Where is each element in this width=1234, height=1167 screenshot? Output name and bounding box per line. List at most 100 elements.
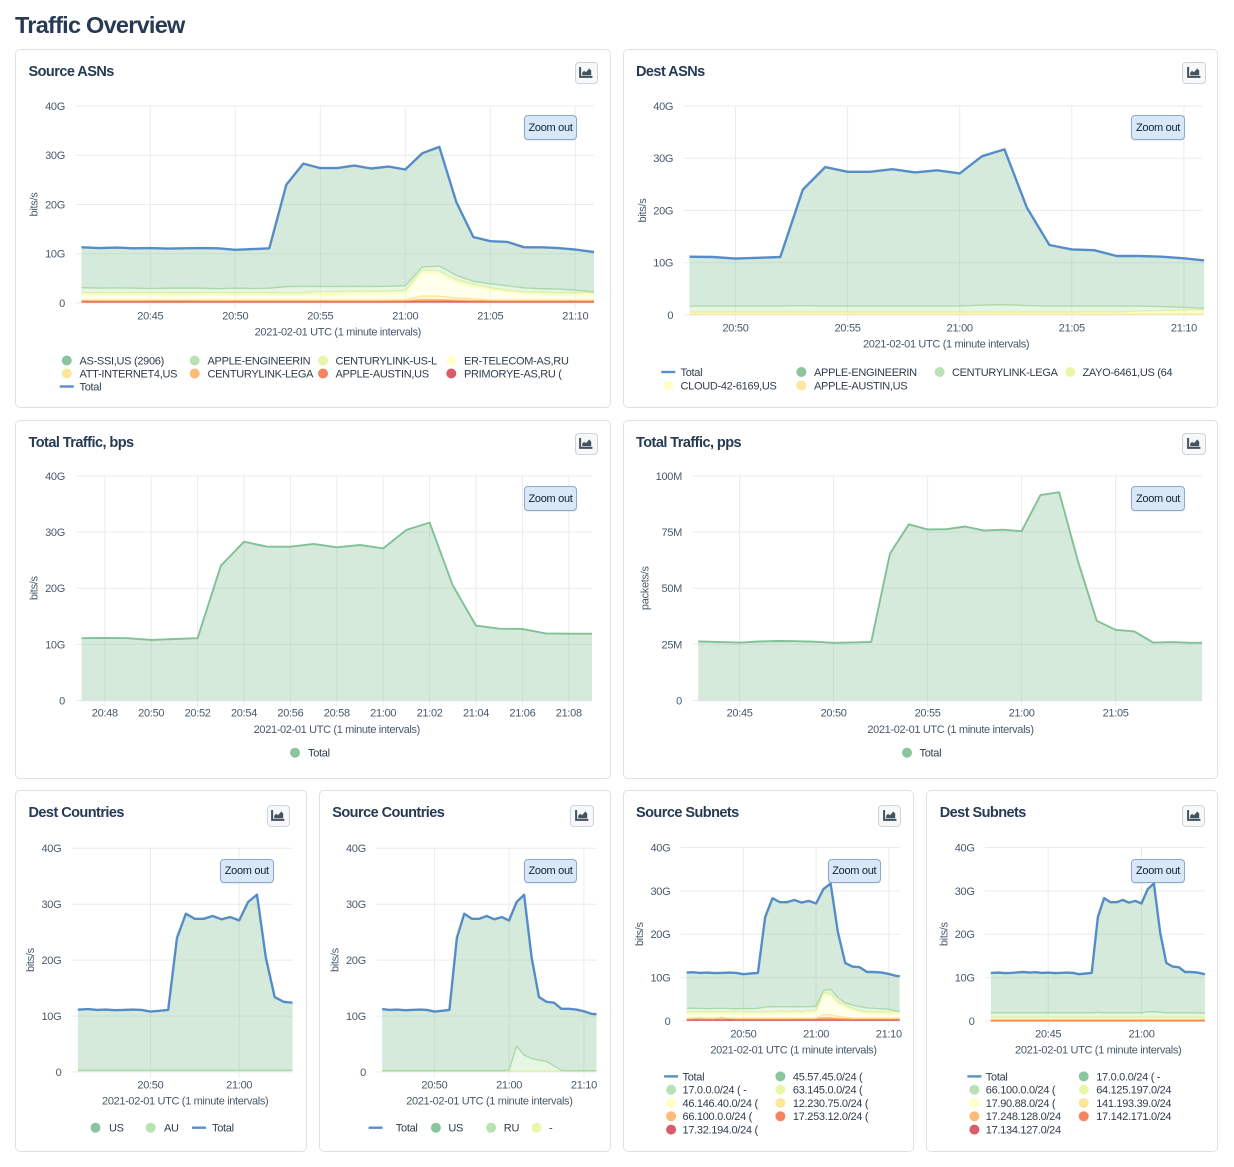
svg-text:10G: 10G: [45, 639, 65, 651]
svg-text:CENTURYLINK-LEGA: CENTURYLINK-LEGA: [208, 368, 315, 380]
svg-text:63.145.0.0/24 (: 63.145.0.0/24 (: [792, 1085, 862, 1097]
svg-text:US: US: [109, 1123, 124, 1135]
svg-text:20:54: 20:54: [231, 708, 257, 720]
svg-text:CENTURYLINK-US-L: CENTURYLINK-US-L: [336, 355, 438, 367]
svg-text:10G: 10G: [45, 249, 65, 261]
svg-text:20:50: 20:50: [730, 1028, 756, 1040]
svg-text:2021-02-01 UTC (1 minute inter: 2021-02-01 UTC (1 minute intervals): [406, 1095, 572, 1107]
svg-text:20:55: 20:55: [914, 708, 940, 720]
svg-text:RU: RU: [504, 1123, 520, 1135]
svg-text:21:10: 21:10: [1170, 322, 1196, 334]
svg-text:ATT-INTERNET4,US: ATT-INTERNET4,US: [80, 368, 178, 380]
svg-text:20G: 20G: [653, 205, 673, 217]
svg-text:ER-TELECOM-AS,RU: ER-TELECOM-AS,RU: [464, 355, 569, 367]
svg-text:20:48: 20:48: [92, 708, 118, 720]
svg-text:50M: 50M: [661, 583, 682, 595]
svg-text:Total: Total: [680, 367, 702, 379]
svg-text:bits/s: bits/s: [634, 921, 646, 946]
svg-text:17.142.171.0/24: 17.142.171.0/24: [1096, 1111, 1171, 1123]
svg-text:21:00: 21:00: [1129, 1028, 1155, 1040]
svg-text:40G: 40G: [955, 842, 975, 854]
svg-text:21:06: 21:06: [509, 708, 535, 720]
svg-text:0: 0: [360, 1067, 366, 1079]
svg-text:2021-02-01 UTC (1 minute inter: 2021-02-01 UTC (1 minute intervals): [102, 1095, 268, 1107]
svg-text:2021-02-01 UTC (1 minute inter: 2021-02-01 UTC (1 minute intervals): [710, 1044, 876, 1056]
svg-text:40G: 40G: [45, 471, 65, 483]
svg-text:10G: 10G: [650, 973, 670, 985]
svg-text:30G: 30G: [346, 899, 366, 911]
svg-text:30G: 30G: [653, 153, 673, 165]
svg-text:17.0.0.0/24 ( -: 17.0.0.0/24 ( -: [682, 1085, 747, 1097]
svg-text:AU: AU: [164, 1123, 179, 1135]
svg-text:2021-02-01 UTC (1 minute inter: 2021-02-01 UTC (1 minute intervals): [862, 338, 1028, 350]
svg-text:21:00: 21:00: [392, 310, 418, 322]
svg-text:21:10: 21:10: [571, 1079, 597, 1091]
svg-text:20:58: 20:58: [324, 708, 350, 720]
svg-text:0: 0: [56, 1067, 62, 1079]
svg-text:Total: Total: [919, 748, 941, 760]
svg-text:40G: 40G: [41, 843, 61, 855]
svg-text:20G: 20G: [45, 583, 65, 595]
svg-text:40G: 40G: [346, 843, 366, 855]
svg-text:10G: 10G: [955, 973, 975, 985]
svg-text:21:05: 21:05: [1058, 322, 1084, 334]
svg-text:40G: 40G: [653, 101, 673, 113]
svg-text:17.32.194.0/24 (: 17.32.194.0/24 (: [682, 1125, 758, 1137]
svg-text:bits/s: bits/s: [29, 192, 41, 217]
svg-text:100M: 100M: [655, 471, 681, 483]
svg-text:17.134.127.0/24: 17.134.127.0/24: [986, 1125, 1061, 1137]
svg-text:21:02: 21:02: [417, 708, 443, 720]
svg-text:30G: 30G: [45, 527, 65, 539]
svg-text:30G: 30G: [45, 150, 65, 162]
svg-text:CLOUD-42-6169,US: CLOUD-42-6169,US: [680, 380, 776, 392]
svg-text:Total: Total: [308, 748, 330, 760]
svg-text:Total: Total: [396, 1123, 418, 1135]
svg-text:21:08: 21:08: [556, 708, 582, 720]
svg-text:20:52: 20:52: [185, 708, 211, 720]
svg-text:21:10: 21:10: [562, 310, 588, 322]
svg-text:21:04: 21:04: [463, 708, 489, 720]
svg-text:75M: 75M: [661, 527, 682, 539]
svg-text:10G: 10G: [653, 258, 673, 270]
svg-text:21:00: 21:00: [496, 1079, 522, 1091]
svg-text:0: 0: [969, 1016, 975, 1028]
svg-text:0: 0: [664, 1016, 670, 1028]
svg-text:Total: Total: [986, 1071, 1008, 1083]
svg-text:21:00: 21:00: [1008, 708, 1034, 720]
svg-text:17.248.128.0/24: 17.248.128.0/24: [986, 1111, 1061, 1123]
svg-text:CENTURYLINK-LEGA: CENTURYLINK-LEGA: [952, 367, 1059, 379]
svg-text:packets/s: packets/s: [639, 566, 651, 611]
svg-text:46.146.40.0/24 (: 46.146.40.0/24 (: [682, 1098, 758, 1110]
svg-text:66.100.0.0/24 (: 66.100.0.0/24 (: [986, 1085, 1056, 1097]
svg-text:APPLE-AUSTIN,US: APPLE-AUSTIN,US: [336, 368, 429, 380]
svg-text:APPLE-AUSTIN,US: APPLE-AUSTIN,US: [814, 380, 907, 392]
svg-text:17.253.12.0/24 (: 17.253.12.0/24 (: [792, 1111, 868, 1123]
svg-text:2021-02-01 UTC (1 minute inter: 2021-02-01 UTC (1 minute intervals): [255, 326, 421, 338]
svg-text:20G: 20G: [650, 929, 670, 941]
svg-text:20G: 20G: [955, 929, 975, 941]
svg-text:21:00: 21:00: [370, 708, 396, 720]
svg-text:10G: 10G: [41, 1011, 61, 1023]
svg-text:10G: 10G: [346, 1011, 366, 1023]
svg-text:45.57.45.0/24 (: 45.57.45.0/24 (: [792, 1071, 862, 1083]
svg-text:20:45: 20:45: [137, 310, 163, 322]
svg-text:bits/s: bits/s: [29, 575, 41, 600]
svg-text:30G: 30G: [41, 899, 61, 911]
svg-text:12.230.75.0/24 (: 12.230.75.0/24 (: [792, 1098, 868, 1110]
svg-text:0: 0: [59, 298, 65, 310]
svg-text:APPLE-ENGINEERIN: APPLE-ENGINEERIN: [814, 367, 917, 379]
svg-text:-: -: [549, 1123, 553, 1135]
svg-text:66.100.0.0/24 (: 66.100.0.0/24 (: [682, 1111, 752, 1123]
svg-text:21:05: 21:05: [477, 310, 503, 322]
svg-text:APPLE-ENGINEERIN: APPLE-ENGINEERIN: [208, 355, 311, 367]
svg-text:64.125.197.0/24: 64.125.197.0/24: [1096, 1085, 1171, 1097]
svg-text:20:50: 20:50: [820, 708, 846, 720]
svg-text:Total: Total: [80, 381, 102, 393]
svg-text:20:50: 20:50: [137, 1079, 163, 1091]
svg-text:40G: 40G: [45, 101, 65, 113]
svg-text:0: 0: [676, 695, 682, 707]
svg-text:25M: 25M: [661, 639, 682, 651]
svg-text:Total: Total: [682, 1071, 704, 1083]
svg-text:20:55: 20:55: [307, 310, 333, 322]
svg-text:20:55: 20:55: [834, 322, 860, 334]
